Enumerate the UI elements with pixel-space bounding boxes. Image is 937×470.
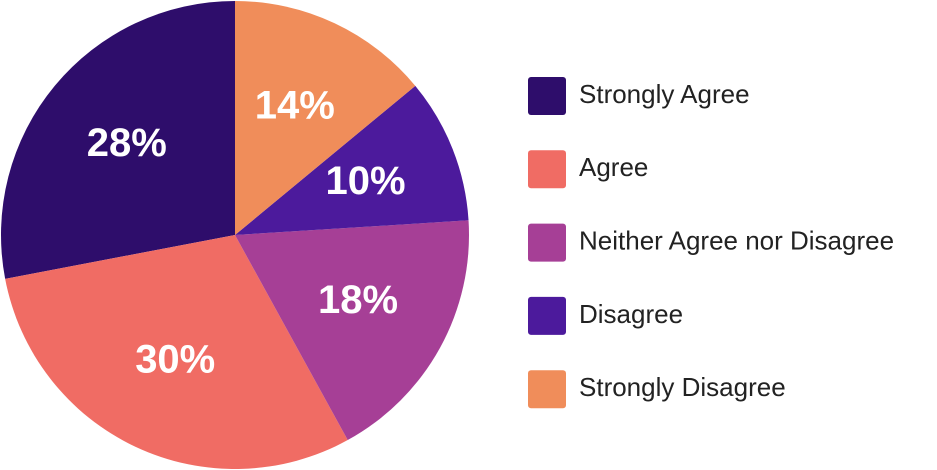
- data-label: 18%: [318, 278, 398, 322]
- pie-slice: [235, 220, 469, 441]
- legend-label: Agree: [579, 152, 648, 182]
- data-label: 10%: [326, 159, 406, 203]
- data-label: 28%: [87, 121, 167, 165]
- legend-label: Disagree: [579, 299, 683, 329]
- pie-slice: [5, 235, 348, 469]
- pie-slice: [235, 1, 416, 235]
- legend-swatch: [528, 370, 566, 409]
- legend-label: Strongly Disagree: [579, 372, 786, 402]
- legend-label: Strongly Agree: [579, 79, 750, 109]
- data-label: 14%: [255, 84, 335, 128]
- legend-swatch: [528, 223, 566, 262]
- legend-swatch: [528, 150, 566, 189]
- pie-slice: [1, 1, 236, 279]
- legend-label: Neither Agree nor Disagree: [579, 225, 894, 255]
- pie-slice: [235, 85, 469, 235]
- data-label: 30%: [135, 338, 215, 382]
- legend-swatch: [528, 77, 566, 115]
- legend-swatch: [528, 296, 566, 335]
